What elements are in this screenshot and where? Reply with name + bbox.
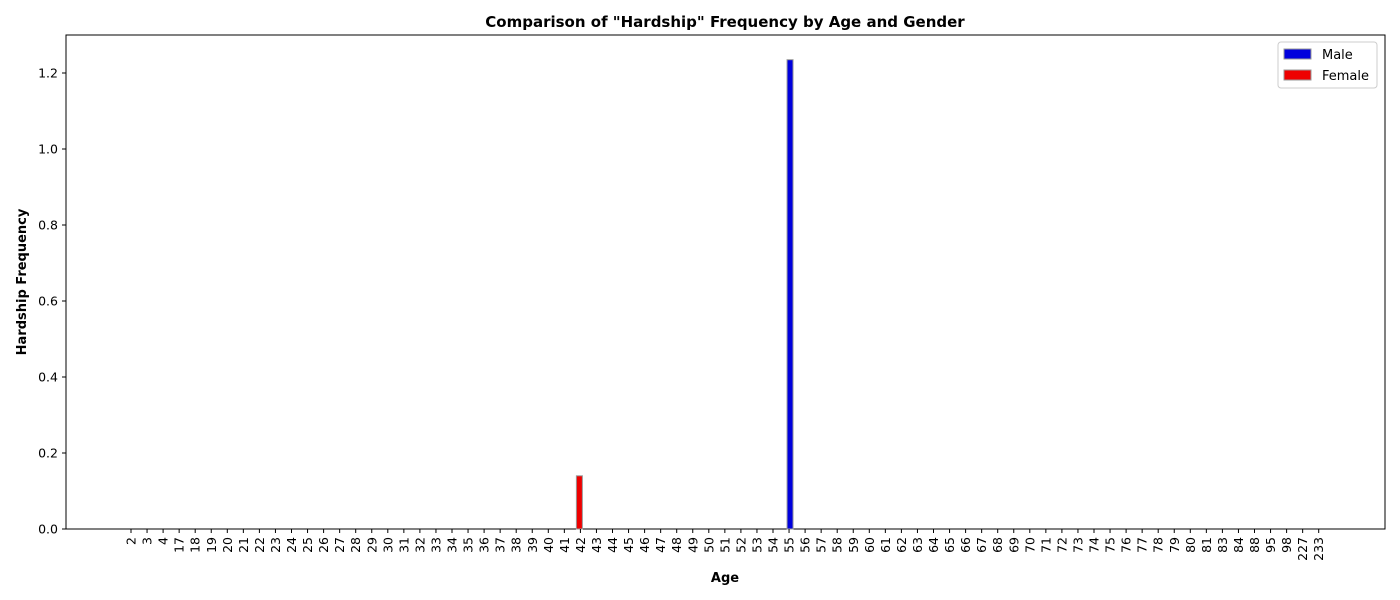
x-tick-label: 41 <box>557 537 572 553</box>
x-tick-label: 64 <box>926 537 941 553</box>
bars-group <box>575 59 794 530</box>
x-tick-label: 24 <box>284 537 299 553</box>
y-tick-label: 1.2 <box>38 66 58 81</box>
x-tick-label: 28 <box>348 537 363 553</box>
y-tick-label: 0.0 <box>38 522 58 537</box>
x-tick-label: 73 <box>1070 537 1085 553</box>
x-tick-label: 37 <box>493 537 508 553</box>
y-axis-label: Hardship Frequency <box>15 208 30 355</box>
x-tick-label: 26 <box>316 537 331 553</box>
x-tick-label: 29 <box>364 537 379 553</box>
x-tick-label: 58 <box>830 537 845 553</box>
x-tick-label: 61 <box>878 537 893 553</box>
x-tick-label: 79 <box>1167 537 1182 553</box>
x-tick-label: 69 <box>1006 537 1021 553</box>
x-tick-label: 80 <box>1183 537 1198 553</box>
x-tick-label: 21 <box>236 537 251 553</box>
x-tick-label: 43 <box>589 537 604 553</box>
x-tick-label: 49 <box>685 537 700 553</box>
x-tick-label: 42 <box>573 537 588 553</box>
x-tick-label: 98 <box>1279 537 1294 553</box>
x-tick-label: 95 <box>1263 537 1278 553</box>
x-tick-label: 88 <box>1247 537 1262 553</box>
x-tick-label: 56 <box>798 537 813 553</box>
y-tick-label: 0.6 <box>38 294 58 309</box>
x-tick-label: 70 <box>1022 537 1037 553</box>
x-axis-label: Age <box>711 571 739 586</box>
x-tick-label: 27 <box>332 537 347 553</box>
x-tick-label: 31 <box>396 537 411 553</box>
x-tick-label: 50 <box>701 537 716 553</box>
y-ticks: 0.0 0.2 0.4 0.6 0.8 1.0 1.2 <box>38 66 66 537</box>
x-tick-label: 36 <box>477 537 492 553</box>
x-tick-label: 34 <box>445 537 460 553</box>
x-tick-label: 68 <box>990 537 1005 553</box>
x-tick-label: 4 <box>156 537 171 545</box>
legend: Male Female <box>1277 41 1378 89</box>
x-tick-label: 47 <box>653 537 668 553</box>
x-tick-label: 77 <box>1135 537 1150 553</box>
plot-area <box>65 34 1386 530</box>
x-tick-label: 35 <box>461 537 476 553</box>
x-tick-label: 51 <box>717 537 732 553</box>
x-tick-label: 3 <box>140 537 155 545</box>
x-tick-label: 44 <box>605 537 620 553</box>
x-tick-label: 53 <box>749 537 764 553</box>
x-tick-label: 81 <box>1199 537 1214 553</box>
x-tick-label: 75 <box>1103 537 1118 553</box>
x-tick-label: 22 <box>252 537 267 553</box>
x-tick-label: 227 <box>1295 537 1310 561</box>
x-tick-label: 40 <box>541 537 556 553</box>
y-tick-label: 0.4 <box>38 370 58 385</box>
x-tick-label: 48 <box>669 537 684 553</box>
x-tick-label: 20 <box>220 537 235 553</box>
y-tick-label: 0.2 <box>38 446 58 461</box>
legend-swatch-male <box>1283 48 1312 60</box>
x-tick-label: 62 <box>894 537 909 553</box>
x-tick-label: 45 <box>621 537 636 553</box>
x-ticks: 2 3 4 17 18 19 20 21 22 23 24 25 26 27 28 29 30 31 32 33 34 3… <box>124 529 1326 561</box>
x-tick-label: 84 <box>1231 537 1246 553</box>
x-tick-label: 67 <box>974 537 989 553</box>
legend-label-male: Male <box>1322 48 1353 63</box>
x-tick-label: 55 <box>782 537 797 553</box>
x-tick-label: 66 <box>958 537 973 553</box>
x-tick-label: 72 <box>1054 537 1069 553</box>
legend-swatch-female <box>1283 69 1312 81</box>
bar-female-42 <box>575 475 583 530</box>
x-tick-label: 63 <box>910 537 925 553</box>
x-tick-label: 54 <box>766 537 781 553</box>
x-tick-label: 74 <box>1087 537 1102 553</box>
y-tick-label: 0.8 <box>38 218 58 233</box>
legend-label-female: Female <box>1322 69 1369 84</box>
x-tick-label: 233 <box>1311 537 1326 561</box>
x-tick-label: 18 <box>188 537 203 553</box>
x-tick-label: 60 <box>862 537 877 553</box>
chart-title: Comparison of "Hardship" Frequency by Ag… <box>485 13 965 31</box>
x-tick-label: 83 <box>1215 537 1230 553</box>
x-tick-label: 57 <box>814 537 829 553</box>
x-tick-label: 19 <box>204 537 219 553</box>
x-tick-label: 39 <box>525 537 540 553</box>
y-tick-label: 1.0 <box>38 142 58 157</box>
x-tick-label: 30 <box>380 537 395 553</box>
x-tick-label: 33 <box>428 537 443 553</box>
x-tick-label: 23 <box>268 537 283 553</box>
x-tick-label: 46 <box>637 537 652 553</box>
x-tick-label: 59 <box>846 537 861 553</box>
x-tick-label: 65 <box>942 537 957 553</box>
bar-male-55 <box>786 59 794 530</box>
x-tick-label: 2 <box>124 537 139 545</box>
x-tick-label: 32 <box>412 537 427 553</box>
x-tick-label: 38 <box>509 537 524 553</box>
x-tick-label: 25 <box>300 537 315 553</box>
x-tick-label: 76 <box>1119 537 1134 553</box>
x-tick-label: 17 <box>172 537 187 553</box>
x-tick-label: 71 <box>1038 537 1053 553</box>
x-tick-label: 78 <box>1151 537 1166 553</box>
x-tick-label: 52 <box>733 537 748 553</box>
